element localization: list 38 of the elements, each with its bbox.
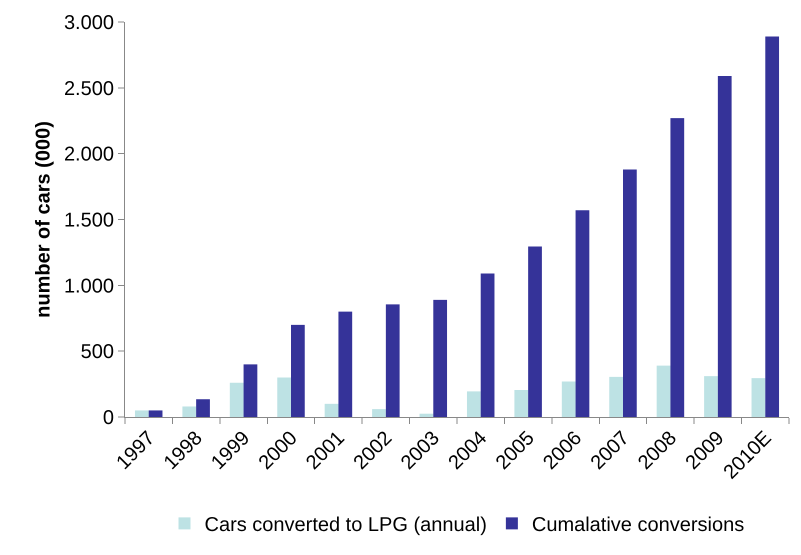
bar: [656, 366, 670, 417]
bar: [291, 324, 305, 417]
y-tick-label: 3.000: [64, 12, 114, 34]
bar: [670, 118, 684, 417]
bar: [338, 312, 352, 417]
bar: [420, 414, 434, 417]
bar: [433, 300, 448, 417]
bar: [372, 409, 386, 417]
bar: [182, 406, 196, 417]
legend-label: Cumalative conversions: [532, 514, 744, 536]
bar: [528, 246, 542, 417]
bar: [718, 76, 732, 417]
bar: [480, 273, 494, 417]
bar: [324, 404, 338, 417]
y-tick-label: 1.500: [64, 210, 114, 232]
bar: [196, 399, 210, 417]
bar: [514, 390, 528, 417]
y-tick-label: 0: [102, 407, 114, 429]
bar: [704, 376, 718, 417]
legend-label: Cars converted to LPG (annual): [204, 514, 487, 536]
bar: [609, 376, 623, 417]
bar: [752, 378, 766, 417]
y-tick-label: 500: [80, 341, 114, 364]
bar: [148, 410, 162, 417]
bar: [466, 391, 481, 417]
bar: [244, 364, 258, 417]
y-tick-label: 1.000: [64, 275, 114, 298]
bar: [230, 382, 244, 417]
bar: [576, 210, 590, 417]
bar: [765, 36, 780, 417]
y-tick-label: 2.500: [64, 78, 114, 100]
bar: [562, 381, 576, 417]
y-axis-title: number of cars (000): [32, 121, 54, 318]
y-tick-label: 2.000: [64, 144, 114, 166]
bar: [277, 378, 291, 417]
bar: [623, 169, 637, 417]
bar: [134, 410, 149, 417]
bar: [386, 304, 400, 417]
